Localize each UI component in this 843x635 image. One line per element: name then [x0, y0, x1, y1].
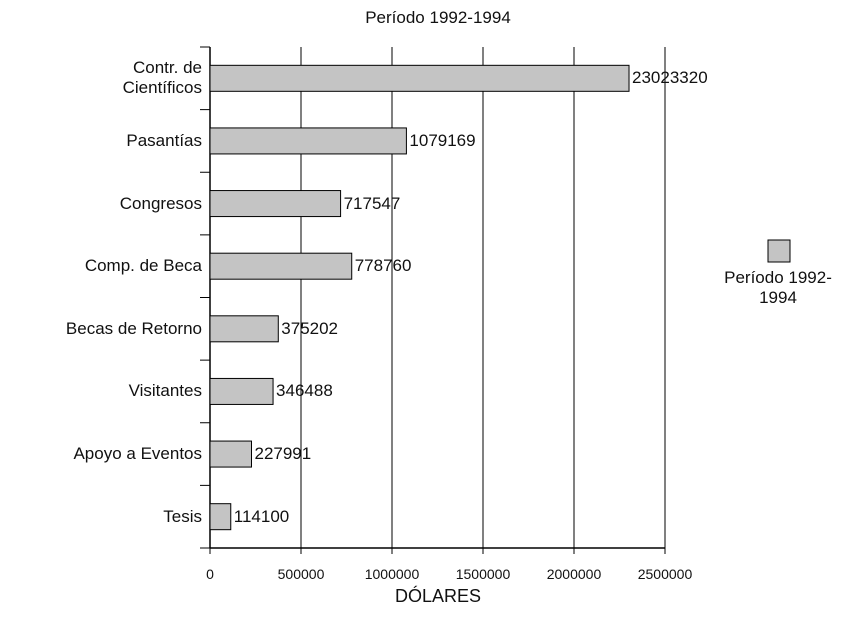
value-label: 717547: [343, 193, 401, 213]
y-tick-label: Congresos: [119, 193, 202, 213]
y-tick-label: Contr. de Científicos: [122, 58, 202, 98]
x-tick-label: 2500000: [637, 566, 693, 582]
value-label: 346488: [276, 381, 333, 401]
y-tick-label: Becas de Retorno: [65, 318, 202, 338]
legend-label: Período 1992-1994: [724, 268, 832, 307]
x-tick-label: 500000: [277, 566, 325, 582]
bar: [209, 127, 407, 155]
x-tick-label: 1500000: [455, 566, 511, 582]
bar: [209, 377, 274, 405]
y-tick-label: Visitantes: [128, 381, 202, 401]
x-tick-label: 2000000: [546, 566, 602, 582]
bar: [209, 190, 342, 218]
x-axis-label: DÓLARES: [394, 586, 482, 606]
value-label: 227991: [254, 444, 312, 464]
bar: [209, 503, 232, 531]
value-label: 375202: [281, 318, 339, 338]
x-tick-label: 1000000: [364, 566, 420, 582]
x-tick-label: 0: [206, 566, 214, 582]
bar: [209, 252, 353, 280]
value-label: 23023320: [632, 68, 708, 88]
value-label: 114100: [233, 506, 290, 526]
value-label: 778760: [354, 256, 412, 276]
y-tick-label: Apoyo a Eventos: [73, 444, 202, 464]
value-label: 1079169: [409, 130, 476, 150]
y-tick-label: Pasantías: [126, 130, 202, 150]
bar: [209, 64, 630, 92]
legend-swatch: [767, 239, 791, 263]
chart-title: Período 1992-1994: [365, 8, 511, 27]
y-tick-label: Tesis: [163, 506, 202, 526]
bar: [209, 315, 279, 343]
bar: [209, 440, 252, 468]
y-tick-label: Comp. de Beca: [84, 256, 202, 276]
